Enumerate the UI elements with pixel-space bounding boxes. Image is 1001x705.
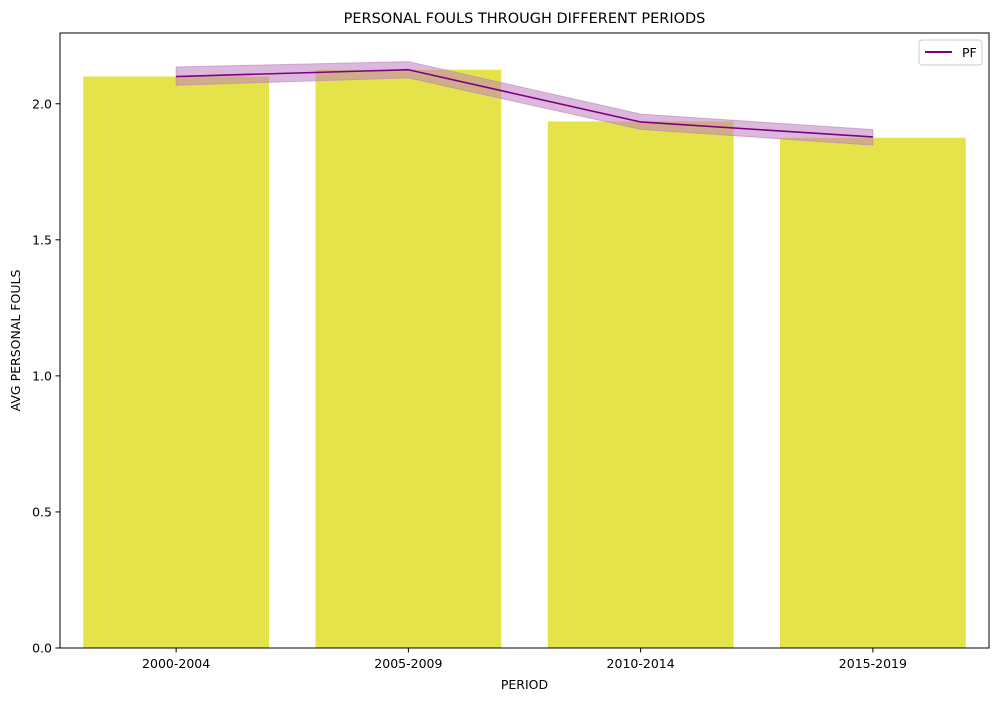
y-tick-label: 0.0 <box>32 641 52 656</box>
bar-2005-2009 <box>315 70 501 648</box>
x-tick-label: 2010-2014 <box>607 656 675 671</box>
y-tick-label: 0.5 <box>32 504 52 519</box>
x-axis-label: PERIOD <box>501 677 548 692</box>
bar-2015-2019 <box>780 138 966 648</box>
legend: PF <box>919 40 982 65</box>
legend-label-pf: PF <box>962 45 977 60</box>
y-tick-label: 1.5 <box>32 232 52 247</box>
bar-2010-2014 <box>548 121 734 648</box>
bar-2000-2004 <box>83 77 269 648</box>
x-tick-label: 2000-2004 <box>142 656 210 671</box>
y-tick-label: 2.0 <box>32 96 52 111</box>
x-tick-label: 2015-2019 <box>839 656 907 671</box>
y-tick-label: 1.0 <box>32 368 52 383</box>
chart-title: PERSONAL FOULS THROUGH DIFFERENT PERIODS <box>344 11 706 27</box>
x-tick-label: 2005-2009 <box>374 656 442 671</box>
y-axis-label: AVG PERSONAL FOULS <box>8 270 23 412</box>
